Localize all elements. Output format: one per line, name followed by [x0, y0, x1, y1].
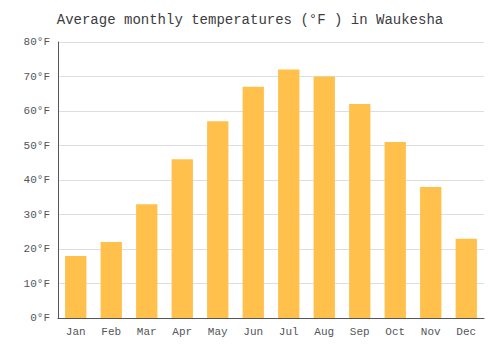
svg-text:20°F: 20°F	[24, 243, 50, 255]
svg-text:Mar: Mar	[137, 326, 157, 338]
svg-text:Oct: Oct	[385, 326, 405, 338]
svg-text:40°F: 40°F	[24, 174, 50, 186]
svg-text:80°F: 80°F	[24, 36, 50, 48]
svg-text:Apr: Apr	[172, 326, 192, 338]
svg-text:Jan: Jan	[66, 326, 86, 338]
svg-text:10°F: 10°F	[24, 278, 50, 290]
svg-text:Jun: Jun	[243, 326, 263, 338]
svg-text:30°F: 30°F	[24, 209, 50, 221]
svg-text:Dec: Dec	[456, 326, 476, 338]
svg-text:0°F: 0°F	[30, 312, 50, 324]
svg-text:Sep: Sep	[350, 326, 370, 338]
svg-text:Feb: Feb	[101, 326, 121, 338]
svg-text:Jul: Jul	[279, 326, 299, 338]
svg-text:Average monthly temperatures (: Average monthly temperatures (°F ) in Wa…	[57, 12, 443, 28]
svg-text:70°F: 70°F	[24, 71, 50, 83]
svg-text:60°F: 60°F	[24, 105, 50, 117]
svg-text:50°F: 50°F	[24, 140, 50, 152]
svg-text:Nov: Nov	[421, 326, 441, 338]
svg-text:Aug: Aug	[314, 326, 334, 338]
svg-text:May: May	[208, 326, 228, 338]
